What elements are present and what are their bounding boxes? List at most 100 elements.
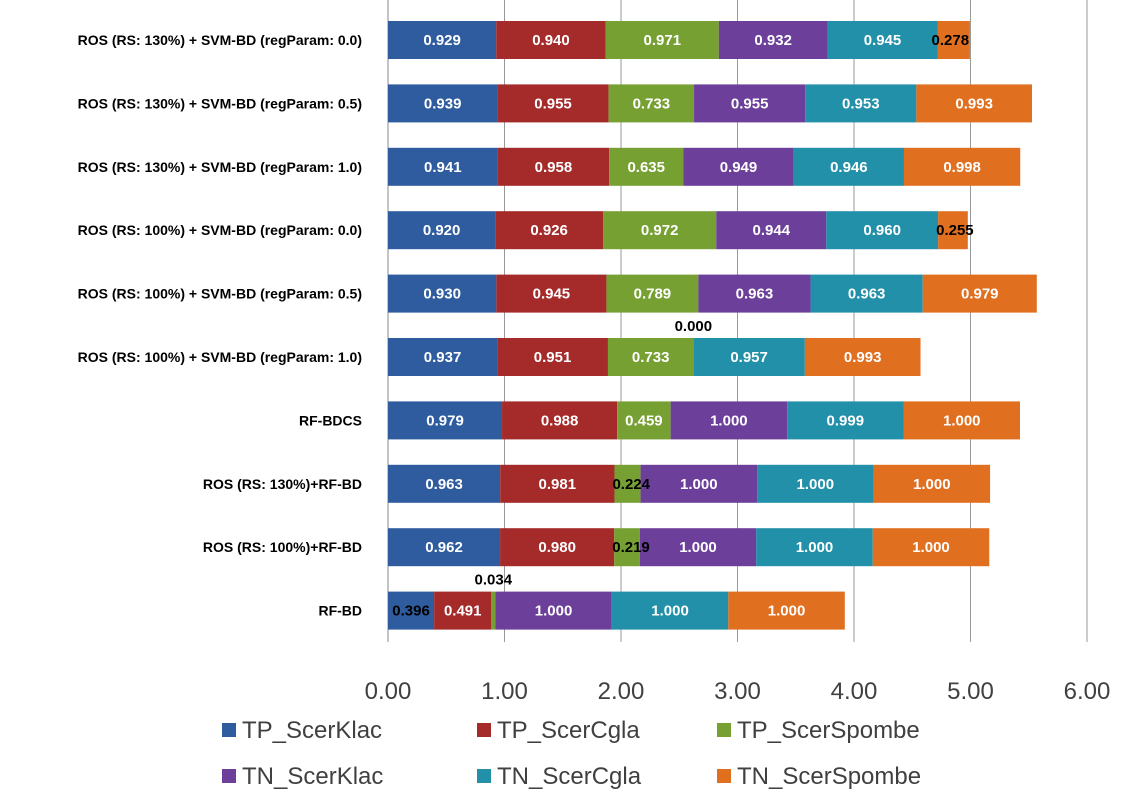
data-label: 0.963	[736, 286, 774, 303]
bar-segment	[388, 338, 498, 376]
bar-segment	[611, 591, 729, 630]
data-label: 0.962	[425, 539, 463, 556]
bar-segment	[810, 274, 923, 313]
category-label: ROS (RS: 130%) + SVM-BD (regParam: 0.5)	[78, 95, 362, 111]
data-label: 1.000	[912, 539, 950, 556]
legend-swatch	[222, 723, 236, 737]
data-label: 0.926	[530, 222, 568, 239]
x-tick-label: 1.00	[481, 678, 528, 705]
data-label: 0.945	[864, 32, 902, 49]
bar-segment	[388, 464, 501, 503]
category-label: RF-BD	[318, 603, 362, 619]
data-label: 0.980	[538, 539, 576, 556]
data-label: 1.000	[796, 539, 834, 556]
data-label: 0.944	[753, 222, 791, 239]
bar-segment	[827, 21, 938, 59]
data-label: 0.958	[535, 159, 573, 176]
x-axis-ticks: 0.00 1.00 2.00 3.00 4.00 5.00 6.00	[365, 678, 1111, 705]
bar-segment	[495, 211, 604, 250]
data-label: 0.963	[848, 286, 886, 303]
bar-segment	[607, 338, 694, 376]
data-label: 0.993	[955, 95, 993, 112]
category-label: ROS (RS: 100%) + SVM-BD (regParam: 0.5)	[78, 286, 362, 302]
data-label: 0.972	[641, 222, 679, 239]
bar-segment	[388, 274, 497, 313]
bar-segment	[872, 528, 990, 567]
data-label: 0.981	[539, 476, 577, 493]
category-label: RF-BDCS	[299, 412, 362, 428]
legend-swatch	[717, 769, 731, 783]
x-tick-label: 4.00	[831, 678, 878, 705]
bar-segment	[606, 274, 699, 313]
x-tick-label: 5.00	[947, 678, 994, 705]
data-label: 0.979	[961, 286, 999, 303]
bar-segment	[388, 21, 497, 59]
data-label: 0.946	[830, 159, 868, 176]
legend-label: TP_ScerSpombe	[737, 717, 920, 744]
legend-label: TN_ScerSpombe	[737, 763, 921, 790]
data-label: 0.000	[675, 318, 713, 335]
data-label: 1.000	[913, 476, 951, 493]
data-label: 0.733	[633, 95, 671, 112]
bar-segment	[497, 147, 610, 186]
data-label: 0.278	[932, 32, 970, 49]
bar-segment	[757, 464, 874, 503]
data-label: 0.979	[426, 412, 464, 429]
legend-label: TN_ScerCgla	[497, 763, 642, 790]
data-label: 1.000	[797, 476, 835, 493]
bar-segment	[716, 211, 827, 250]
legend-label: TN_ScerKlac	[242, 763, 383, 790]
bar-segment	[603, 211, 717, 250]
bar-segment	[903, 147, 1021, 186]
bar-segment	[495, 591, 612, 630]
bar-segment	[617, 401, 671, 440]
data-label: 0.963	[425, 476, 463, 493]
bar-segment	[639, 528, 757, 567]
data-label: 0.937	[424, 349, 462, 366]
data-label: 0.988	[541, 412, 579, 429]
bar-segment	[388, 528, 501, 567]
category-labels: ROS (RS: 130%) + SVM-BD (regParam: 0.0) R…	[78, 32, 362, 619]
x-tick-label: 6.00	[1064, 678, 1111, 705]
bar-segment	[500, 464, 615, 503]
data-label: 0.255	[936, 222, 974, 239]
data-label: 0.953	[842, 95, 880, 112]
category-label: ROS (RS: 130%) + SVM-BD (regParam: 0.0)	[78, 32, 362, 48]
data-label: 0.219	[612, 539, 650, 556]
bar-segment	[683, 147, 794, 186]
bar-segment	[903, 401, 1021, 440]
bar-segment	[609, 147, 684, 186]
bar-segment	[497, 84, 609, 123]
data-label: 0.396	[392, 603, 430, 620]
bar-segment	[388, 147, 498, 186]
bar-segment	[608, 84, 695, 123]
legend-swatch	[222, 769, 236, 783]
data-label: 0.971	[644, 32, 682, 49]
category-label: ROS (RS: 100%) + SVM-BD (regParam: 1.0)	[78, 349, 362, 365]
bar-segment	[502, 401, 618, 440]
data-label: 0.034	[475, 572, 513, 589]
data-label: 0.930	[423, 286, 461, 303]
data-label: 0.940	[532, 32, 570, 49]
bar-segment	[873, 464, 991, 503]
legend-label: TP_ScerCgla	[497, 717, 640, 744]
bar-segment	[388, 211, 496, 250]
bar-segment	[937, 21, 970, 59]
data-label: 0.998	[943, 159, 981, 176]
bar-segment	[497, 338, 608, 376]
bar-segment	[826, 211, 939, 250]
data-label: 0.932	[754, 32, 792, 49]
data-label: 1.000	[535, 603, 573, 620]
data-label: 0.949	[720, 159, 758, 176]
bar-segment	[614, 528, 640, 567]
x-tick-label: 3.00	[714, 678, 761, 705]
legend: TP_ScerKlac TP_ScerCgla TP_ScerSpombe TN_Sc…	[222, 717, 921, 790]
bar-segment	[693, 338, 805, 376]
legend-swatch	[477, 769, 491, 783]
bar-segment	[718, 21, 828, 59]
data-label: 0.224	[612, 476, 650, 493]
bar-segment	[916, 84, 1033, 123]
bar-segment	[728, 591, 845, 630]
data-label: 1.000	[680, 476, 718, 493]
data-label: 0.491	[444, 603, 482, 620]
